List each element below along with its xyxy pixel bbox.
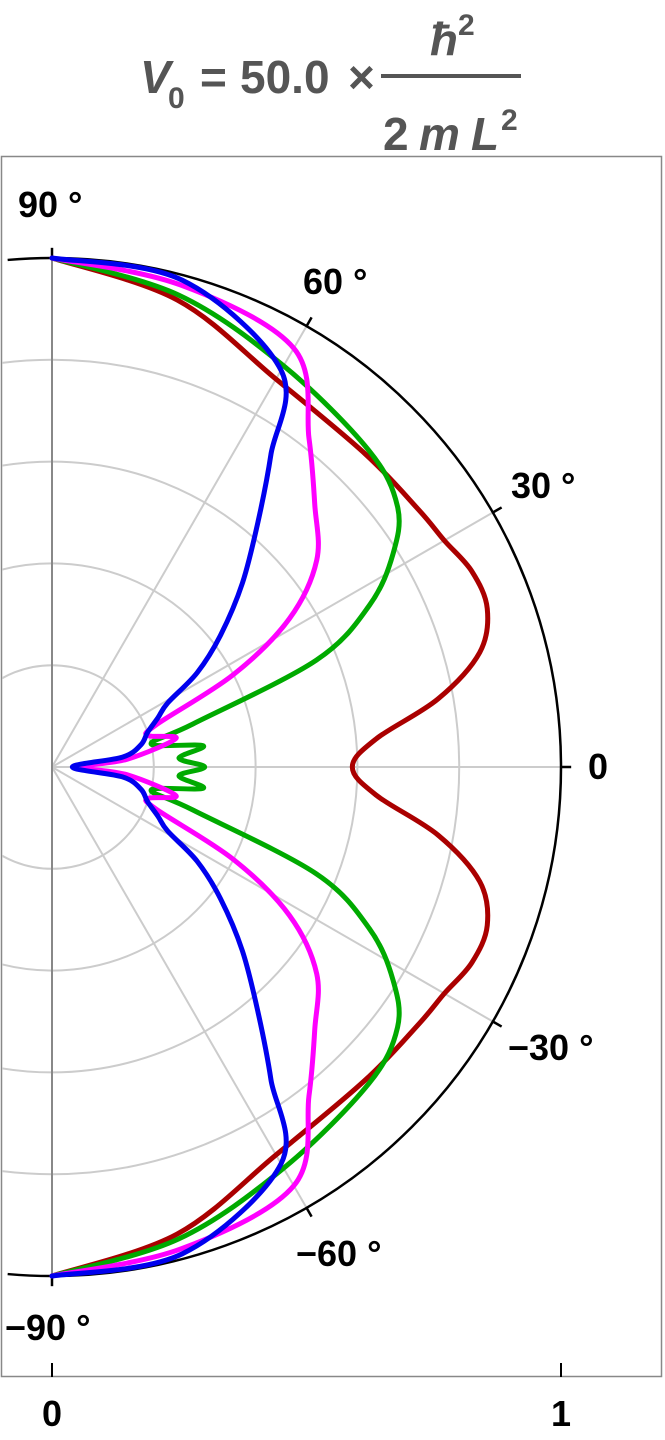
title-equals: = — [200, 51, 227, 103]
angle-labels: 90 ° 60 ° 30 ° 0 −30 ° −60 ° −90 ° — [5, 184, 608, 1348]
angle-label: 30 ° — [511, 465, 575, 506]
angle-label: 90 ° — [18, 184, 82, 225]
series-curve — [49, 255, 491, 1279]
series-curve — [49, 255, 321, 1279]
title-denominator-l: L — [471, 108, 499, 160]
grid-spoke — [51, 325, 308, 768]
angle-ticks — [50, 247, 572, 1287]
series-curve — [49, 255, 289, 1279]
title-coefficient: 50.0 — [240, 51, 330, 103]
title-times: × — [348, 51, 375, 103]
angle-label: 0 — [588, 746, 608, 787]
angle-label: −60 ° — [296, 1233, 381, 1274]
angle-tick — [492, 1020, 503, 1028]
grid-spoke — [51, 766, 308, 1209]
outer-circle-left-edge — [7, 256, 53, 1278]
angle-label: −90 ° — [5, 1307, 90, 1348]
title-lhs: V — [140, 51, 174, 103]
title-numerator: ħ — [430, 13, 458, 65]
angle-tick — [305, 1207, 313, 1218]
title-numerator-superscript: 2 — [458, 9, 475, 42]
series-curve — [49, 255, 402, 1279]
title-denominator-superscript: 2 — [501, 104, 518, 137]
title-lhs-subscript: 0 — [168, 82, 185, 115]
angle-label: −30 ° — [508, 1027, 593, 1068]
angle-label: 60 ° — [303, 261, 367, 302]
x-tick-label: 0 — [42, 1393, 62, 1434]
title-denominator-prefix: 2 — [383, 108, 409, 160]
series-layer — [49, 255, 491, 1279]
angle-tick — [492, 506, 503, 514]
title-denominator-m: m — [419, 108, 460, 160]
chart-title: V 0 = 50.0 × ħ 2 2 m L 2 — [140, 9, 521, 160]
plot-frame — [0, 155, 663, 1378]
x-tick-label: 1 — [551, 1393, 571, 1434]
angle-tick — [305, 316, 313, 327]
angular-gridlines — [51, 325, 561, 1209]
